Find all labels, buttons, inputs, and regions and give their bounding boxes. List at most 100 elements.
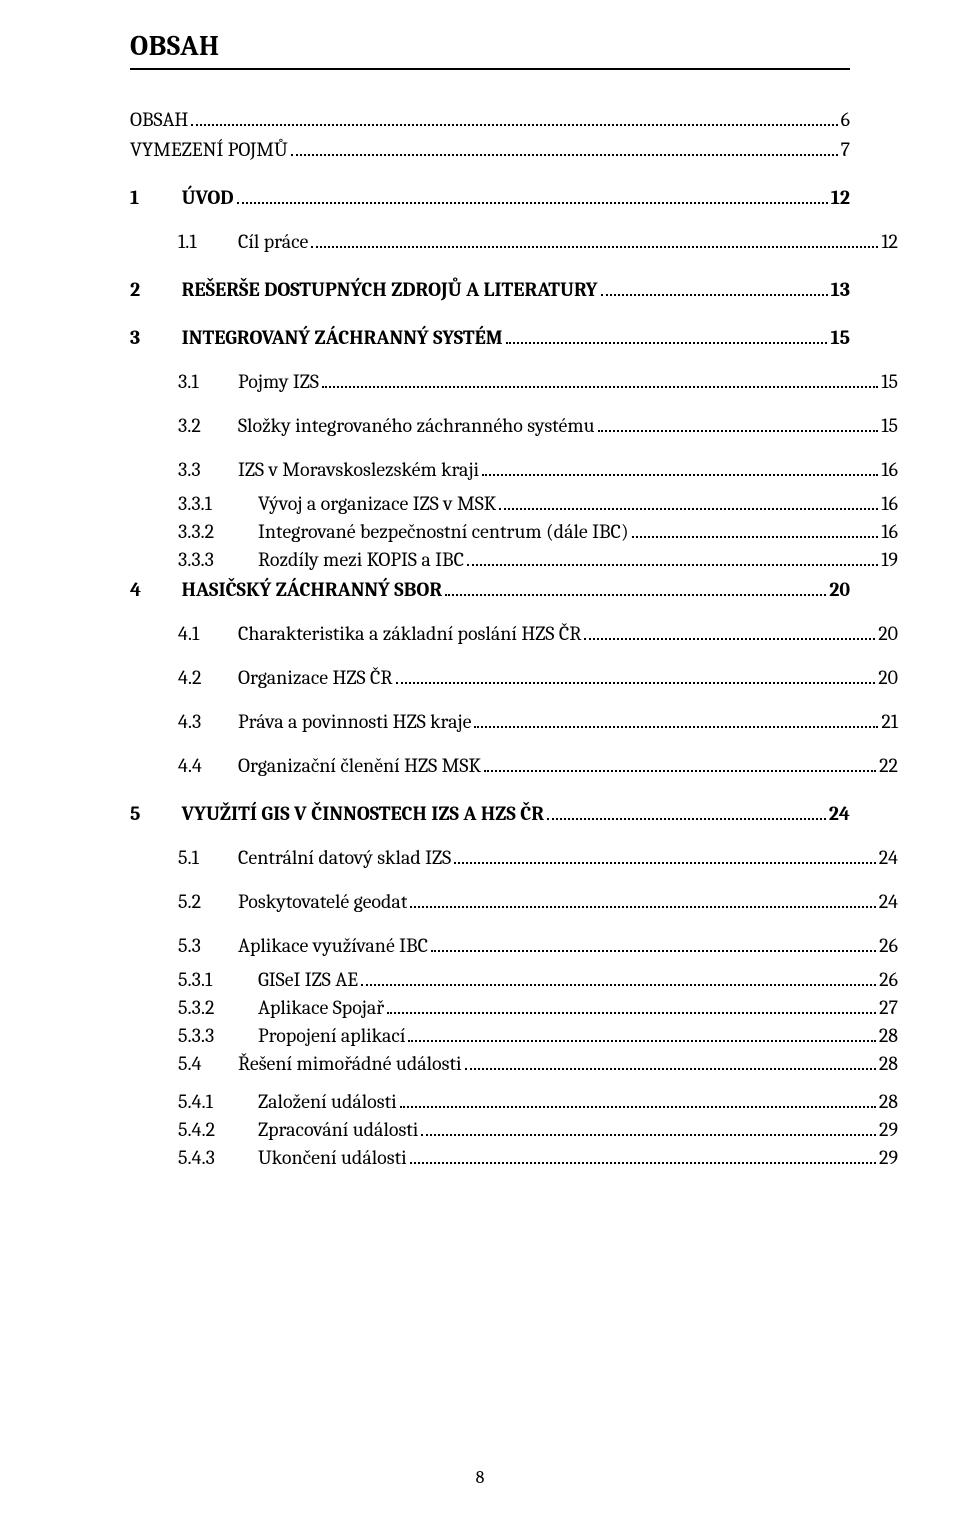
toc-leader-dots bbox=[499, 498, 878, 510]
toc-entry-label: VYMEZENÍ POJMŮ bbox=[130, 138, 288, 162]
toc-entry: 3.3IZS v Moravskoslezském kraji16 bbox=[130, 458, 898, 482]
toc-entry-number: 4.2 bbox=[178, 666, 238, 690]
toc-leader-dots bbox=[408, 1030, 875, 1042]
toc-entry-label: Složky integrovaného záchranného systému bbox=[238, 414, 595, 438]
toc-entry-page: 6 bbox=[841, 108, 850, 132]
page-title: OBSAH bbox=[130, 30, 850, 62]
toc-leader-dots bbox=[482, 464, 878, 476]
toc-entry-page: 15 bbox=[881, 414, 898, 438]
toc-entry-number: 3.3 bbox=[178, 458, 238, 482]
toc-entry-page: 28 bbox=[879, 1052, 898, 1076]
toc-entry: 2 REŠERŠE DOSTUPNÝCH ZDROJŮ A LITERATURY… bbox=[130, 278, 850, 302]
toc-entry-label: Ukončení události bbox=[258, 1146, 407, 1170]
toc-entry-number: 4.3 bbox=[178, 710, 238, 734]
toc-entry-number: 3.3.2 bbox=[178, 520, 258, 544]
toc-entry-page: 28 bbox=[879, 1024, 898, 1048]
toc-leader-dots bbox=[311, 236, 878, 248]
toc-leader-dots bbox=[410, 1152, 876, 1164]
toc-entry-label: REŠERŠE DOSTUPNÝCH ZDROJŮ A LITERATURY bbox=[182, 278, 598, 302]
toc-entry-label: Charakteristika a základní poslání HZS Č… bbox=[238, 622, 581, 646]
title-rule bbox=[130, 68, 850, 70]
toc-entry-number: 4.4 bbox=[178, 754, 238, 778]
toc: OBSAH6VYMEZENÍ POJMŮ71 ÚVOD121.1Cíl prác… bbox=[130, 108, 850, 1170]
toc-entry: 5.3Aplikace využívané IBC26 bbox=[130, 934, 898, 958]
toc-entry-label: Rozdíly mezi KOPIS a IBC bbox=[258, 548, 464, 572]
toc-entry-page: 26 bbox=[879, 934, 898, 958]
toc-leader-dots bbox=[291, 144, 838, 156]
toc-entry-page: 20 bbox=[878, 622, 898, 646]
toc-entry-label: Založení události bbox=[258, 1090, 397, 1114]
toc-entry: 4.3Práva a povinnosti HZS kraje21 bbox=[130, 710, 898, 734]
toc-entry-label: GISeI IZS AE bbox=[258, 968, 358, 992]
toc-entry: 3.3.3Rozdíly mezi KOPIS a IBC 19 bbox=[130, 548, 898, 572]
toc-leader-dots bbox=[547, 808, 826, 820]
toc-entry: 1.1Cíl práce12 bbox=[130, 230, 898, 254]
toc-entry-label: Propojení aplikací bbox=[258, 1024, 405, 1048]
toc-entry: 5.2Poskytovatelé geodat24 bbox=[130, 890, 898, 914]
toc-entry-number: 4 bbox=[130, 578, 182, 602]
toc-entry-number: 5.4.1 bbox=[178, 1090, 258, 1114]
toc-entry-label: VYUŽITÍ GIS V ČINNOSTECH IZS A HZS ČR bbox=[182, 802, 544, 826]
toc-entry: OBSAH 6 bbox=[130, 108, 850, 132]
toc-entry-label: Centrální datový sklad IZS bbox=[238, 846, 451, 870]
toc-entry-label: OBSAH bbox=[130, 108, 188, 132]
toc-entry-number: 4.1 bbox=[178, 622, 238, 646]
toc-entry-page: 29 bbox=[879, 1146, 898, 1170]
toc-entry: 1 ÚVOD12 bbox=[130, 186, 850, 210]
toc-leader-dots bbox=[454, 852, 875, 864]
toc-leader-dots bbox=[431, 940, 876, 952]
toc-entry-page: 15 bbox=[830, 326, 850, 350]
toc-entry-label: Organizační členění HZS MSK bbox=[238, 754, 481, 778]
toc-entry: 4.2Organizace HZS ČR20 bbox=[130, 666, 898, 690]
toc-entry-number: 5.1 bbox=[178, 846, 238, 870]
toc-entry-label: IZS v Moravskoslezském kraji bbox=[238, 458, 479, 482]
toc-entry: 4 HASIČSKÝ ZÁCHRANNÝ SBOR20 bbox=[130, 578, 850, 602]
toc-entry-label: INTEGROVANÝ ZÁCHRANNÝ SYSTÉM bbox=[182, 326, 503, 350]
toc-entry-page: 24 bbox=[829, 802, 850, 826]
toc-entry-page: 12 bbox=[881, 230, 898, 254]
toc-leader-dots bbox=[400, 1096, 876, 1108]
toc-entry-number: 5.4.2 bbox=[178, 1118, 258, 1142]
toc-entry-label: Poskytovatelé geodat bbox=[238, 890, 407, 914]
toc-entry: 3.1Pojmy IZS15 bbox=[130, 370, 898, 394]
toc-entry-label: Organizace HZS ČR bbox=[238, 666, 393, 690]
toc-entry-number: 3.1 bbox=[178, 370, 238, 394]
toc-entry-label: HASIČSKÝ ZÁCHRANNÝ SBOR bbox=[182, 578, 443, 602]
toc-entry: 3.3.2Integrované bezpečnostní centrum (d… bbox=[130, 520, 898, 544]
toc-entry-page: 12 bbox=[831, 186, 850, 210]
toc-leader-dots bbox=[387, 1002, 876, 1014]
toc-entry-page: 26 bbox=[879, 968, 898, 992]
toc-entry-page: 22 bbox=[879, 754, 898, 778]
toc-entry-page: 27 bbox=[879, 996, 898, 1020]
toc-entry: 3 INTEGROVANÝ ZÁCHRANNÝ SYSTÉM 15 bbox=[130, 326, 850, 350]
toc-entry: 5.4.3Ukončení události29 bbox=[130, 1146, 898, 1170]
toc-entry-label: Integrované bezpečnostní centrum (dále I… bbox=[258, 520, 629, 544]
toc-leader-dots bbox=[467, 554, 878, 566]
toc-leader-dots bbox=[361, 974, 876, 986]
toc-entry-number: 3.3.3 bbox=[178, 548, 258, 572]
toc-entry-number: 3 bbox=[130, 326, 182, 350]
toc-leader-dots bbox=[396, 672, 876, 684]
toc-leader-dots bbox=[421, 1124, 876, 1136]
toc-entry-label: Aplikace Spojař bbox=[258, 996, 384, 1020]
toc-entry-label: ÚVOD bbox=[182, 186, 234, 210]
toc-entry-page: 19 bbox=[881, 548, 898, 572]
page: OBSAH OBSAH6VYMEZENÍ POJMŮ71 ÚVOD121.1Cí… bbox=[0, 0, 960, 1514]
toc-entry-label: Cíl práce bbox=[238, 230, 308, 254]
toc-entry: 5.4.1Založení události28 bbox=[130, 1090, 898, 1114]
toc-leader-dots bbox=[474, 716, 878, 728]
toc-leader-dots bbox=[601, 284, 828, 296]
toc-leader-dots bbox=[506, 332, 828, 344]
toc-entry: 4.4Organizační členění HZS MSK 22 bbox=[130, 754, 898, 778]
toc-entry: 5.3.2Aplikace Spojař27 bbox=[130, 996, 898, 1020]
toc-leader-dots bbox=[445, 584, 826, 596]
toc-entry: 5 VYUŽITÍ GIS V ČINNOSTECH IZS A HZS ČR2… bbox=[130, 802, 850, 826]
page-number: 8 bbox=[0, 1467, 960, 1488]
toc-entry-number: 5.4 bbox=[178, 1052, 238, 1076]
toc-leader-dots bbox=[598, 420, 879, 432]
toc-entry: 5.3.3Propojení aplikací28 bbox=[130, 1024, 898, 1048]
toc-entry: 3.3.1Vývoj a organizace IZS v MSK16 bbox=[130, 492, 898, 516]
toc-entry-page: 21 bbox=[881, 710, 898, 734]
toc-entry-label: Zpracování události bbox=[258, 1118, 418, 1142]
toc-entry: 5.4Řešení mimořádné události28 bbox=[130, 1052, 898, 1076]
